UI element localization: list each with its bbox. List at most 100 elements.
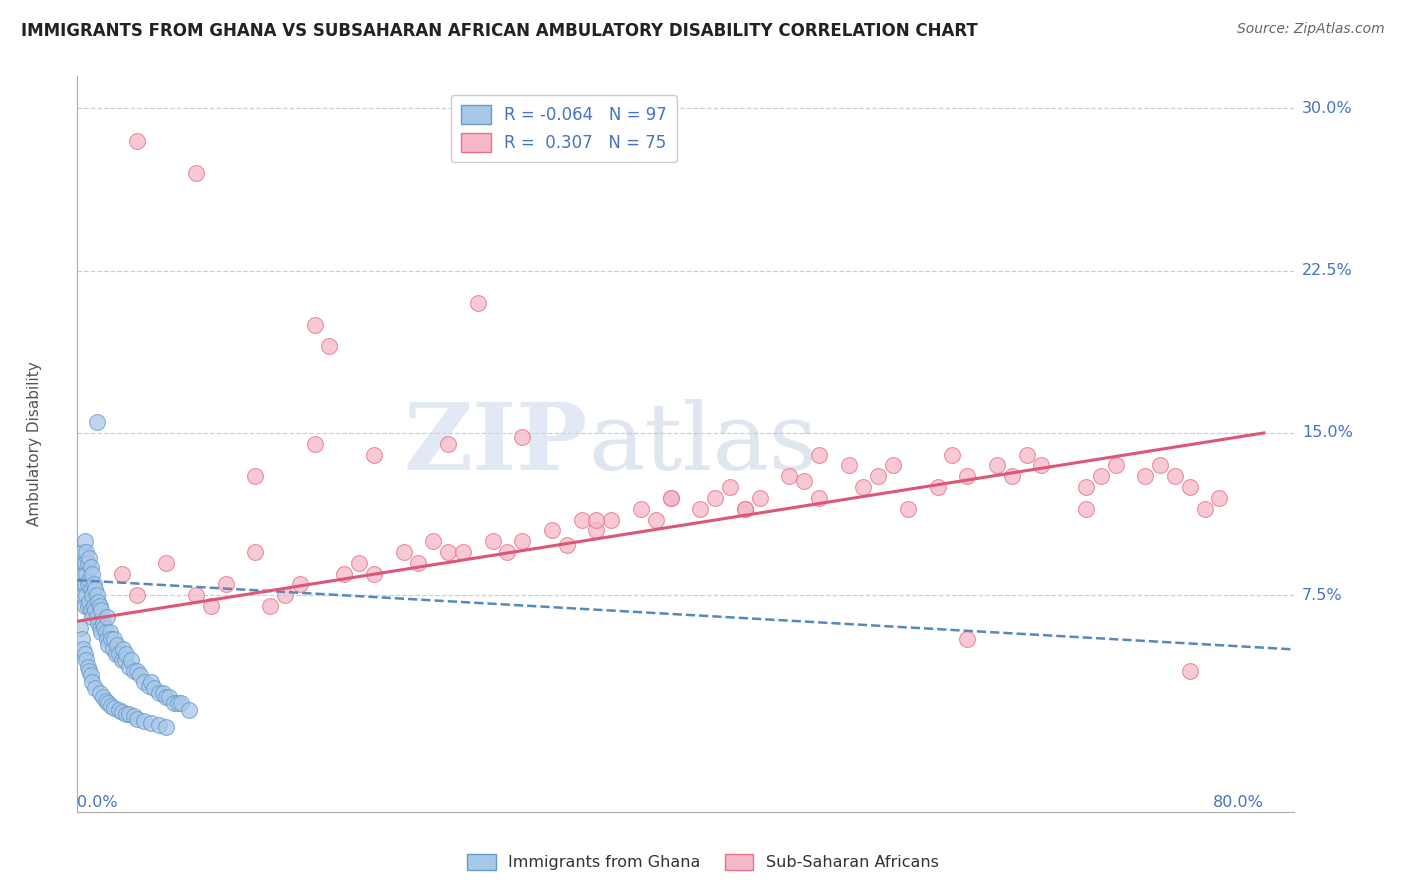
Point [77,664,100,678]
Point [184,166,207,180]
Point [104,647,127,661]
Point [94,694,117,708]
Point [422,534,444,549]
Point [510,430,533,444]
Point [108,703,131,717]
Point [114,653,136,667]
Point [132,714,155,728]
Point [408,556,430,570]
Point [84,603,107,617]
Legend: Immigrants from Ghana, Sub-Saharan Africans: Immigrants from Ghana, Sub-Saharan Afric… [461,847,945,877]
Point [73,577,96,591]
Point [1074,501,1097,516]
Point [868,469,890,483]
Point [79,560,101,574]
Point [115,647,138,661]
Point [704,491,727,505]
Point [467,296,489,310]
Legend: R = -0.064   N = 97, R =  0.307   N = 75: R = -0.064 N = 97, R = 0.307 N = 75 [451,95,676,162]
Point [76,577,98,591]
Point [118,707,141,722]
Point [101,642,124,657]
Point [89,621,111,635]
Point [481,534,503,549]
Text: 80.0%: 80.0% [1213,796,1264,811]
Text: 0.0%: 0.0% [77,796,118,811]
Point [87,616,110,631]
Point [245,545,267,559]
Point [363,448,385,462]
Point [555,539,578,553]
Point [70,556,93,570]
Point [148,686,170,700]
Point [96,632,118,646]
Point [118,659,141,673]
Point [1194,501,1216,516]
Point [347,556,370,570]
Point [122,664,145,678]
Point [98,625,121,640]
Point [318,339,340,353]
Point [496,545,519,559]
Point [91,690,114,704]
Point [956,632,979,646]
Point [986,458,1008,473]
Point [1031,458,1053,473]
Point [852,480,875,494]
Point [956,469,979,483]
Point [1208,491,1230,505]
Point [90,603,112,617]
Point [94,625,117,640]
Point [155,556,177,570]
Point [86,415,108,429]
Point [163,697,186,711]
Point [77,595,100,609]
Point [82,674,104,689]
Point [748,491,770,505]
Point [437,437,460,451]
Point [93,621,115,635]
Point [112,642,135,657]
Point [73,647,96,661]
Point [120,653,142,667]
Point [75,653,97,667]
Point [1001,469,1024,483]
Point [1015,448,1038,462]
Point [72,566,94,581]
Point [157,690,180,704]
Text: 22.5%: 22.5% [1302,263,1353,278]
Point [510,534,533,549]
Point [214,577,236,591]
Point [83,577,105,591]
Point [70,577,93,591]
Point [100,632,122,646]
Point [882,458,904,473]
Point [75,566,97,581]
Point [807,491,830,505]
Text: 15.0%: 15.0% [1302,425,1353,441]
Point [177,703,200,717]
Point [125,664,148,678]
Point [73,556,96,570]
Text: atlas: atlas [588,399,817,489]
Point [86,588,108,602]
Point [304,318,326,332]
Text: Ambulatory Disability: Ambulatory Disability [27,361,42,526]
Point [644,512,666,526]
Text: IMMIGRANTS FROM GHANA VS SUBSAHARAN AFRICAN AMBULATORY DISABILITY CORRELATION CH: IMMIGRANTS FROM GHANA VS SUBSAHARAN AFRI… [21,22,977,40]
Point [73,599,96,613]
Point [100,698,122,713]
Point [132,674,155,689]
Point [115,707,138,722]
Point [111,653,134,667]
Point [600,512,623,526]
Point [83,599,105,613]
Point [259,599,281,613]
Point [897,501,920,516]
Point [82,588,104,602]
Point [84,681,107,696]
Point [541,524,564,538]
Point [97,697,120,711]
Point [148,718,170,732]
Point [82,610,104,624]
